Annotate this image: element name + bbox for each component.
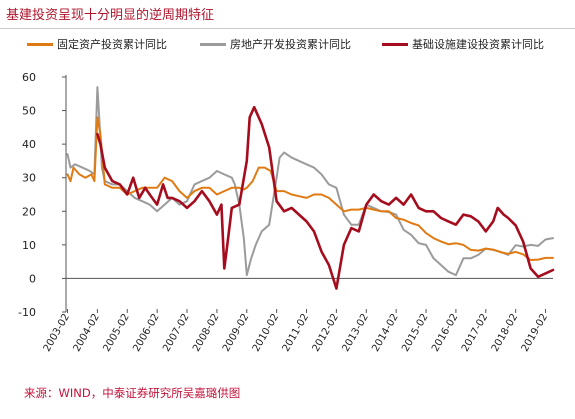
x-tick-label: 2019-02 [520, 312, 550, 354]
legend-label-infrastructure: 基础设施建设投资累计同比 [412, 38, 544, 51]
legend-label-real-estate: 房地产开发投资累计同比 [230, 38, 351, 51]
legend-item-fixed-asset: 固定资产投资累计同比 [27, 34, 167, 54]
x-tick-label: 2010-02 [251, 312, 281, 354]
chart-title: 基建投资呈现十分明显的逆周期特征 [6, 8, 215, 23]
y-tick-label: 10 [22, 239, 36, 252]
y-tick-label: 40 [22, 138, 36, 151]
source-note: 来源：WIND，中泰证券研究所吴嘉璐供图 [24, 386, 241, 400]
y-tick-label: 0 [29, 272, 36, 285]
y-tick-label: -10 [18, 306, 36, 319]
series-line-1 [66, 86, 554, 277]
x-tick-label: 2017-02 [460, 312, 490, 354]
x-tick-label: 2014-02 [370, 312, 400, 354]
x-tick-label: 2015-02 [400, 312, 430, 354]
x-tick-label: 2004-02 [72, 312, 102, 354]
x-tick-label: 2018-02 [490, 312, 520, 354]
legend-swatch-fixed-asset [27, 42, 53, 46]
x-tick-label: 2013-02 [340, 312, 370, 354]
title-divider [0, 28, 575, 29]
legend-item-real-estate: 房地产开发投资累计同比 [200, 34, 351, 54]
y-tick-label: 30 [22, 172, 36, 185]
x-tick-label: 2008-02 [191, 312, 221, 354]
x-tick-label: 2016-02 [430, 312, 460, 354]
x-tick-label: 2003-02 [42, 312, 72, 354]
x-tick-label: 2006-02 [131, 312, 161, 354]
series-line-0 [66, 116, 554, 261]
y-tick-label: 50 [22, 105, 36, 118]
x-tick-label: 2011-02 [281, 312, 311, 354]
y-tick-label: 60 [22, 71, 36, 84]
x-tick-label: 2009-02 [221, 312, 251, 354]
y-tick-label: 20 [22, 205, 36, 218]
x-tick-label: 2012-02 [311, 312, 341, 354]
legend-swatch-real-estate [200, 42, 226, 46]
legend: 固定资产投资累计同比 房地产开发投资累计同比 基础设施建设投资累计同比 [0, 34, 575, 54]
series-line-2 [96, 105, 555, 290]
legend-label-fixed-asset: 固定资产投资累计同比 [57, 38, 167, 51]
x-tick-label: 2005-02 [101, 312, 131, 354]
legend-item-infrastructure: 基础设施建设投资累计同比 [382, 34, 544, 54]
x-tick-label: 2007-02 [161, 312, 191, 354]
legend-swatch-infrastructure [382, 42, 408, 46]
